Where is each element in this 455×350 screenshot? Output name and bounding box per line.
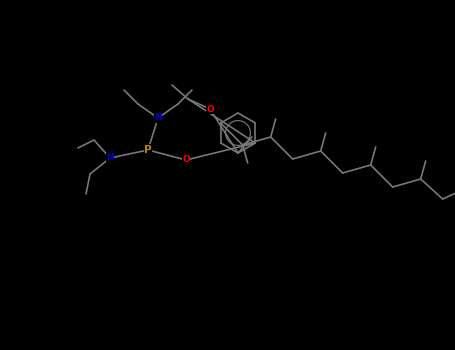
Text: N: N: [154, 113, 162, 122]
Text: N: N: [106, 154, 114, 162]
Text: O: O: [206, 105, 214, 113]
Text: P: P: [144, 145, 152, 155]
Text: O: O: [182, 155, 190, 164]
